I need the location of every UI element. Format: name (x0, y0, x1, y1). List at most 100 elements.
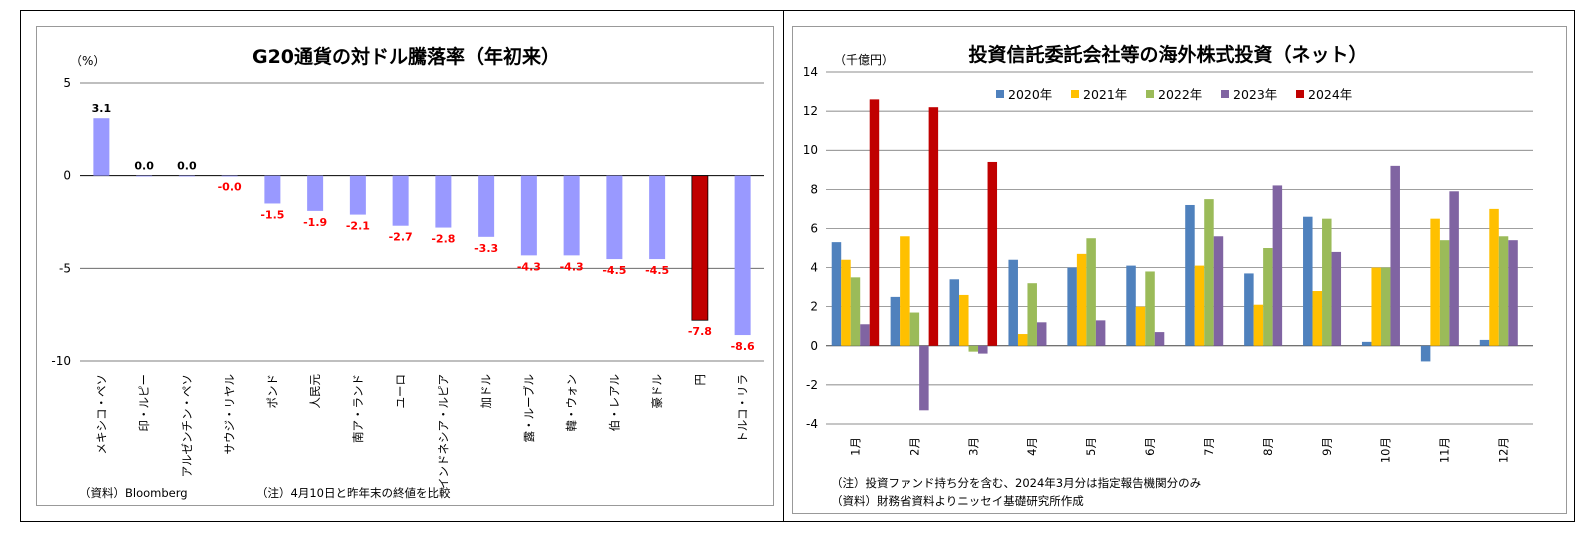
investment-bar (860, 324, 870, 346)
investment-bar (1380, 267, 1391, 346)
legend-label: 2020年 (1008, 87, 1052, 102)
currency-y-tick: -10 (51, 354, 71, 368)
currency-bar (178, 175, 195, 177)
investment-category-label: 10月 (1379, 437, 1393, 463)
currency-category-label: 露・ルーブル (522, 374, 536, 442)
investment-y-tick: 8 (810, 182, 818, 196)
investment-y-tick: 14 (803, 65, 818, 79)
investment-bar (1263, 248, 1273, 346)
legend-label: 2022年 (1158, 87, 1202, 102)
currency-data-label: -4.5 (602, 264, 626, 277)
legend-swatch (1296, 90, 1304, 98)
currency-category-label: アルゼンチン・ペソ (180, 374, 194, 477)
currency-bar (264, 175, 281, 204)
investment-y-tick: 6 (810, 221, 818, 235)
currency-data-label: -7.8 (688, 325, 712, 338)
currency-chart: G20通貨の対ドル騰落率（年初来） （%） 5 0 -5 -10 3.1 0.0 0.0 -… (51, 45, 764, 500)
currency-data-label: -4.3 (517, 260, 541, 273)
currency-chart-title: G20通貨の対ドル騰落率（年初来） (252, 45, 560, 68)
investment-bar (949, 279, 960, 346)
currency-bar (478, 175, 495, 237)
investment-bar (909, 312, 920, 346)
investment-y-tick: 0 (810, 339, 818, 353)
currency-chart-panel: G20通貨の対ドル騰落率（年初来） （%） 5 0 -5 -10 3.1 0.0 0.0 -… (36, 26, 774, 506)
currency-bar (435, 175, 452, 228)
currency-remark-note: （注）4月10日と昨年末の終値を比較 (256, 486, 451, 500)
currency-data-label: 0.0 (177, 160, 197, 173)
currency-category-label: インドネシア・ルピア (436, 374, 450, 489)
investment-bar (1185, 204, 1195, 346)
currency-category-label: ユーロ (394, 374, 408, 409)
investment-chart-title: 投資信託委託会社等の海外株式投資（ネット） (968, 43, 1367, 66)
currency-category-label: サウジ・リヤル (223, 374, 237, 455)
investment-category-label: 2月 (907, 437, 921, 456)
investment-bar (1439, 240, 1450, 346)
currency-bar (520, 175, 537, 256)
currency-bar (734, 175, 751, 336)
currency-chart-y-unit: （%） (70, 54, 105, 68)
investment-note-line1: （注）投資ファンド持ち分を含む、2024年3月分は指定報告機関分のみ (831, 476, 1201, 490)
investment-y-tick: -4 (806, 417, 818, 431)
currency-category-label: 韓・ウォン (565, 374, 579, 432)
currency-bar (392, 175, 409, 226)
investment-bar (1244, 273, 1254, 346)
investment-bar (1331, 251, 1342, 346)
investment-bar (1489, 208, 1499, 346)
investment-category-label: 7月 (1202, 437, 1216, 456)
investment-bar (1135, 306, 1146, 346)
investment-bar (900, 236, 910, 346)
currency-y-tick: -5 (59, 261, 71, 275)
investment-bar (1086, 238, 1096, 346)
currency-data-label: -8.6 (731, 340, 755, 353)
investment-bar (1449, 191, 1459, 346)
investment-category-label: 11月 (1438, 437, 1452, 463)
currency-data-label: -0.0 (218, 181, 242, 194)
investment-bar (1017, 334, 1028, 346)
legend-label: 2023年 (1233, 87, 1277, 102)
currency-data-label: -1.5 (260, 208, 284, 221)
investment-category-label: 12月 (1497, 437, 1511, 463)
currency-bar (649, 175, 666, 260)
investment-bar (1322, 218, 1332, 346)
investment-bar (1371, 267, 1381, 346)
investment-category-label: 5月 (1084, 437, 1098, 456)
investment-bar (1076, 253, 1087, 346)
investment-bar (890, 296, 901, 346)
currency-y-tick: 0 (63, 169, 71, 183)
legend-swatch (996, 90, 1004, 98)
investment-chart-y-unit: （千億円） (834, 53, 894, 67)
currency-category-label: トルコ・リラ (736, 374, 750, 443)
investment-chart: 投資信託委託会社等の海外株式投資（ネット） （千億円） 14 12 10 8 6 4 2 0 -… (803, 43, 1533, 508)
currency-data-label: -3.3 (474, 242, 498, 255)
investment-bar (1036, 322, 1047, 346)
currency-bar (606, 175, 623, 260)
investment-bar (1126, 265, 1136, 346)
currency-category-label: メキシコ・ペソ (94, 374, 108, 455)
investment-category-label: 8月 (1261, 437, 1275, 456)
investment-chart-panel: 投資信託委託会社等の海外株式投資（ネット） （千億円） 14 12 10 8 6 4 2 0 -… (792, 26, 1567, 514)
investment-bar (850, 277, 861, 346)
outer-frame (20, 10, 1575, 522)
investment-bar (1312, 291, 1323, 346)
legend-label: 2024年 (1308, 87, 1352, 102)
legend-swatch (1071, 90, 1079, 98)
currency-category-label: 印・ルピー (137, 374, 151, 432)
currency-data-label: -2.8 (431, 233, 455, 246)
investment-bar (1479, 339, 1490, 346)
currency-bar (691, 175, 709, 321)
investment-bar (987, 161, 998, 346)
currency-data-label: -4.3 (560, 260, 584, 273)
investment-bar (1390, 165, 1400, 346)
currency-bar (93, 118, 110, 176)
investment-y-tick: 12 (803, 104, 818, 118)
investment-bar (1498, 236, 1509, 346)
currency-category-label: 加ドル (479, 374, 493, 409)
currency-category-label: 南ア・ランド (351, 374, 365, 443)
investment-bar (968, 345, 979, 352)
investment-bar (869, 99, 880, 346)
investment-bar (1194, 265, 1205, 346)
investment-bar (1272, 185, 1283, 346)
investment-y-tick: -2 (806, 378, 818, 392)
investment-bar (1430, 218, 1440, 346)
currency-data-label: -2.7 (389, 231, 413, 244)
